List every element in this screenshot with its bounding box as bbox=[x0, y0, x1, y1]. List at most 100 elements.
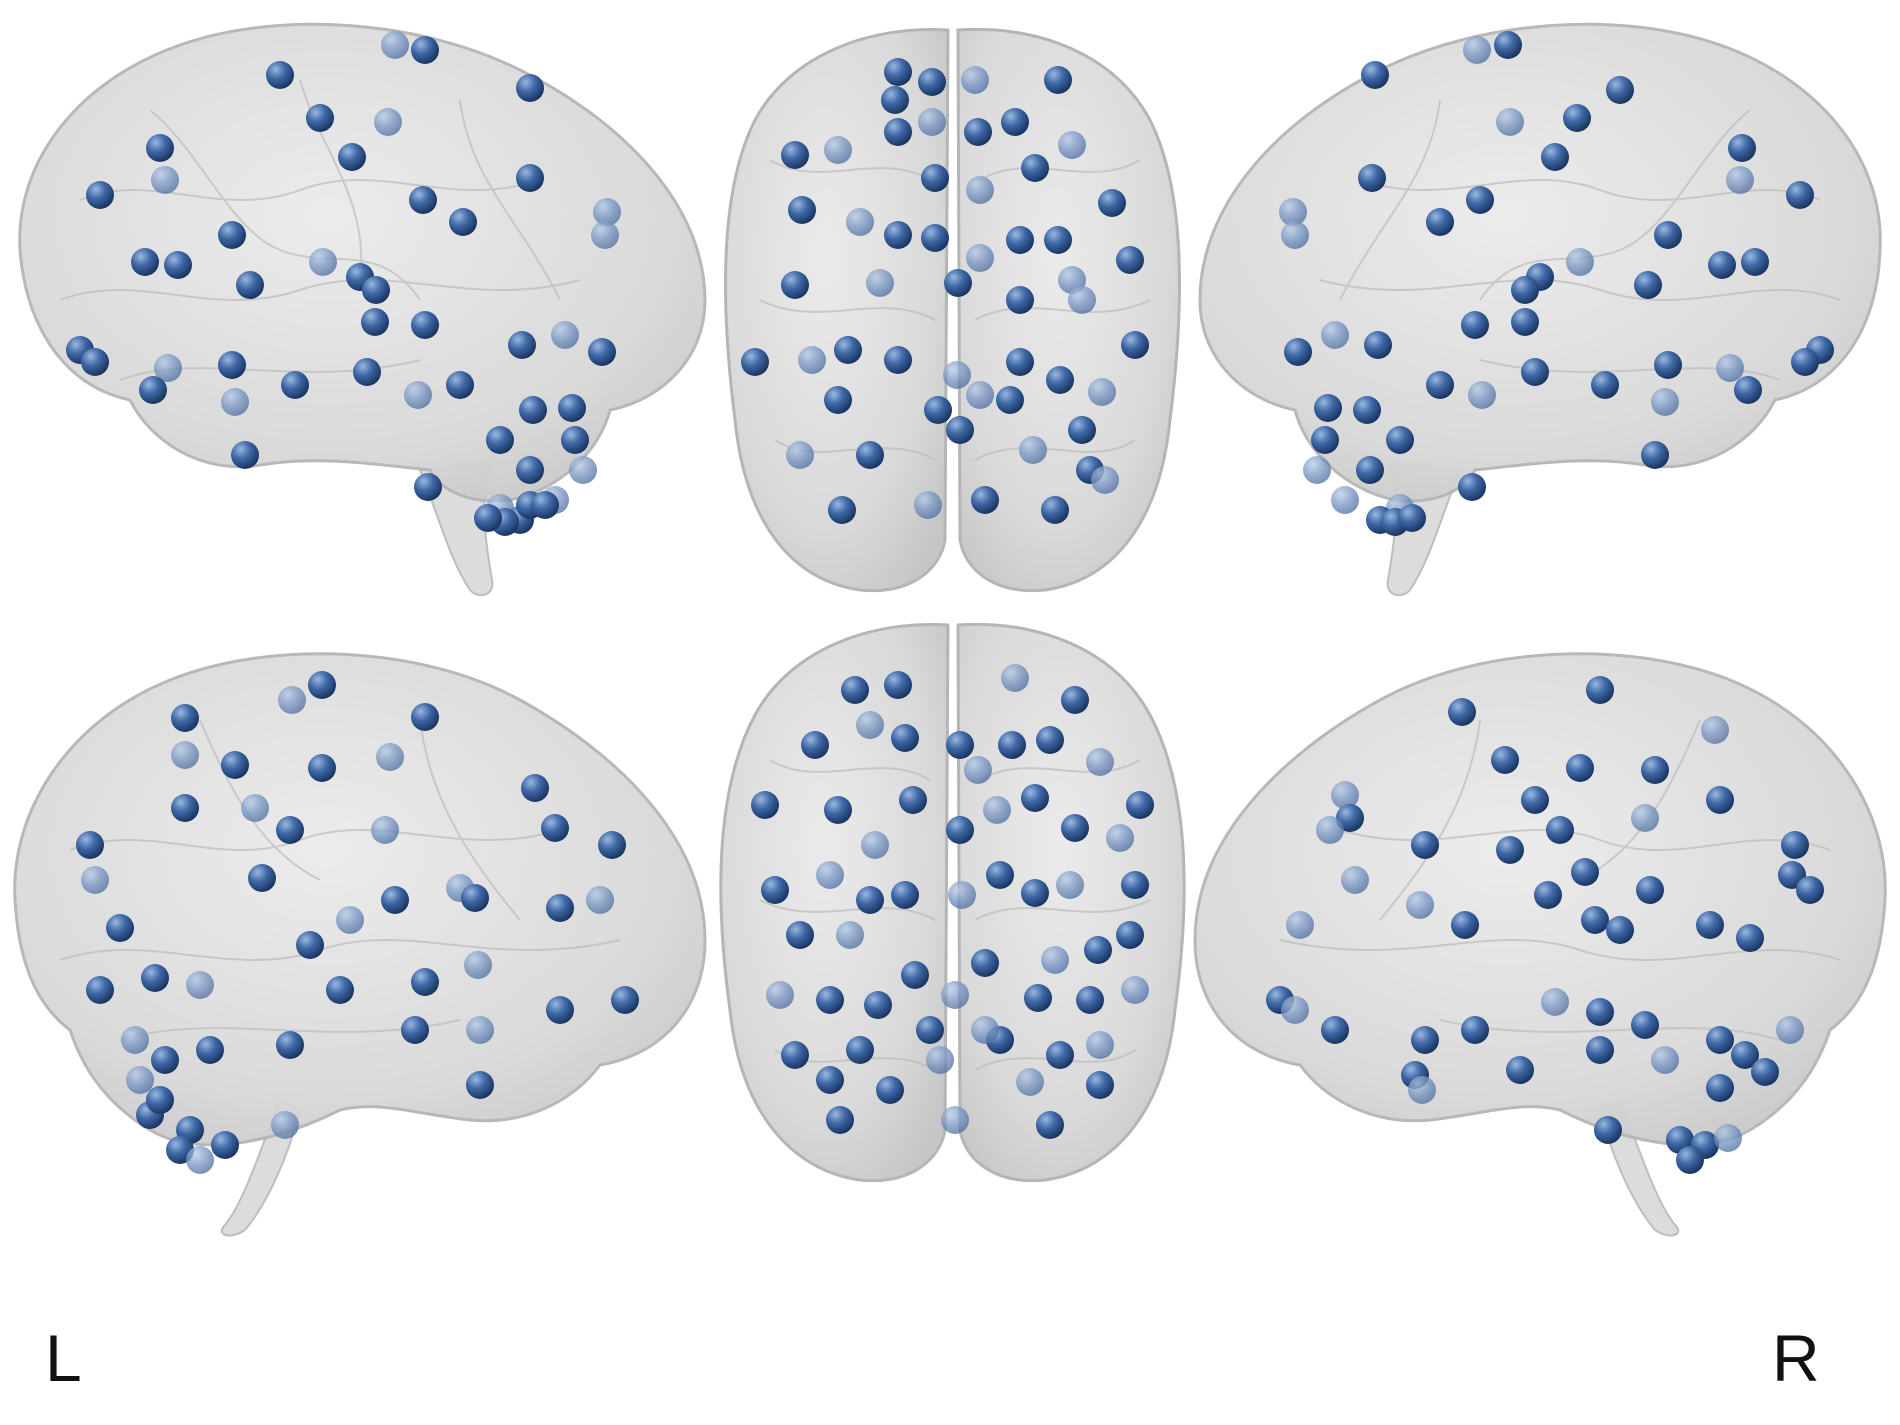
node-sphere bbox=[781, 271, 809, 299]
node-sphere bbox=[966, 381, 994, 409]
node-sphere bbox=[1736, 924, 1764, 952]
node-sphere bbox=[1341, 866, 1369, 894]
node-sphere bbox=[1398, 504, 1426, 532]
node-sphere bbox=[1001, 664, 1029, 692]
node-sphere bbox=[171, 704, 199, 732]
cerebrum-shape bbox=[1198, 22, 1882, 503]
node-sphere bbox=[1458, 473, 1486, 501]
node-sphere bbox=[546, 894, 574, 922]
node-sphere bbox=[946, 731, 974, 759]
node-sphere bbox=[926, 1046, 954, 1074]
node-sphere bbox=[941, 1106, 969, 1134]
node-sphere bbox=[836, 921, 864, 949]
node-sphere bbox=[558, 394, 586, 422]
node-sphere bbox=[1714, 1124, 1742, 1152]
node-sphere bbox=[961, 66, 989, 94]
node-sphere bbox=[1279, 198, 1307, 226]
node-sphere bbox=[1121, 871, 1149, 899]
node-sphere bbox=[891, 724, 919, 752]
node-sphere bbox=[1281, 996, 1309, 1024]
node-sphere bbox=[271, 1111, 299, 1139]
node-sphere bbox=[1696, 911, 1724, 939]
brain-view-left-lateral bbox=[18, 22, 707, 597]
node-sphere bbox=[546, 996, 574, 1024]
node-sphere bbox=[186, 1146, 214, 1174]
node-sphere bbox=[1411, 831, 1439, 859]
node-sphere bbox=[1086, 1031, 1114, 1059]
node-sphere bbox=[1036, 726, 1064, 754]
node-sphere bbox=[308, 754, 336, 782]
node-sphere bbox=[1426, 208, 1454, 236]
node-sphere bbox=[461, 884, 489, 912]
node-sphere bbox=[798, 346, 826, 374]
node-sphere bbox=[891, 881, 919, 909]
node-sphere bbox=[1356, 456, 1384, 484]
node-sphere bbox=[376, 743, 404, 771]
node-sphere bbox=[411, 968, 439, 996]
node-sphere bbox=[221, 751, 249, 779]
node-sphere bbox=[1448, 698, 1476, 726]
node-sphere bbox=[411, 703, 439, 731]
node-sphere bbox=[1701, 716, 1729, 744]
node-sphere bbox=[1726, 166, 1754, 194]
node-sphere bbox=[296, 931, 324, 959]
node-sphere bbox=[1591, 371, 1619, 399]
node-sphere bbox=[1651, 388, 1679, 416]
node-sphere bbox=[338, 143, 366, 171]
node-sphere bbox=[841, 676, 869, 704]
node-sphere bbox=[1521, 786, 1549, 814]
node-sphere bbox=[1331, 486, 1359, 514]
node-sphere bbox=[486, 426, 514, 454]
node-sphere bbox=[611, 986, 639, 1014]
node-sphere bbox=[309, 248, 337, 276]
node-sphere bbox=[336, 906, 364, 934]
node-sphere bbox=[1321, 1016, 1349, 1044]
node-sphere bbox=[1716, 354, 1744, 382]
node-sphere bbox=[1534, 881, 1562, 909]
node-sphere bbox=[1098, 189, 1126, 217]
node-sphere bbox=[948, 881, 976, 909]
node-sphere bbox=[1776, 1016, 1804, 1044]
node-sphere bbox=[516, 456, 544, 484]
node-sphere bbox=[781, 1041, 809, 1069]
node-sphere bbox=[971, 486, 999, 514]
node-sphere bbox=[1016, 1068, 1044, 1096]
node-sphere bbox=[586, 886, 614, 914]
node-sphere bbox=[211, 1131, 239, 1159]
node-sphere bbox=[971, 1016, 999, 1044]
node-sphere bbox=[1461, 1016, 1489, 1044]
node-sphere bbox=[1641, 441, 1669, 469]
node-sphere bbox=[1606, 76, 1634, 104]
node-sphere bbox=[374, 108, 402, 136]
node-sphere bbox=[1006, 226, 1034, 254]
node-sphere bbox=[1566, 754, 1594, 782]
node-sphere bbox=[816, 1066, 844, 1094]
node-sphere bbox=[121, 1026, 149, 1054]
node-sphere bbox=[146, 134, 174, 162]
node-sphere bbox=[766, 981, 794, 1009]
brain-view-left-medial bbox=[13, 652, 707, 1237]
node-sphere bbox=[1121, 976, 1149, 1004]
node-sphere bbox=[834, 336, 862, 364]
node-sphere bbox=[1316, 816, 1344, 844]
node-sphere bbox=[381, 31, 409, 59]
node-sphere bbox=[1586, 676, 1614, 704]
node-sphere bbox=[941, 981, 969, 1009]
node-sphere bbox=[281, 371, 309, 399]
node-sphere bbox=[1353, 396, 1381, 424]
node-sphere bbox=[1086, 748, 1114, 776]
node-sphere bbox=[1741, 248, 1769, 276]
node-sphere bbox=[861, 831, 889, 859]
node-sphere bbox=[816, 986, 844, 1014]
node-sphere bbox=[131, 248, 159, 276]
cerebrum-shape bbox=[18, 22, 707, 503]
node-sphere bbox=[1044, 226, 1072, 254]
node-sphere bbox=[361, 308, 389, 336]
node-sphere bbox=[1791, 348, 1819, 376]
node-sphere bbox=[508, 331, 536, 359]
node-sphere bbox=[1676, 1146, 1704, 1174]
node-sphere bbox=[141, 964, 169, 992]
node-sphere bbox=[362, 276, 390, 304]
node-sphere bbox=[1451, 911, 1479, 939]
node-sphere bbox=[1311, 426, 1339, 454]
